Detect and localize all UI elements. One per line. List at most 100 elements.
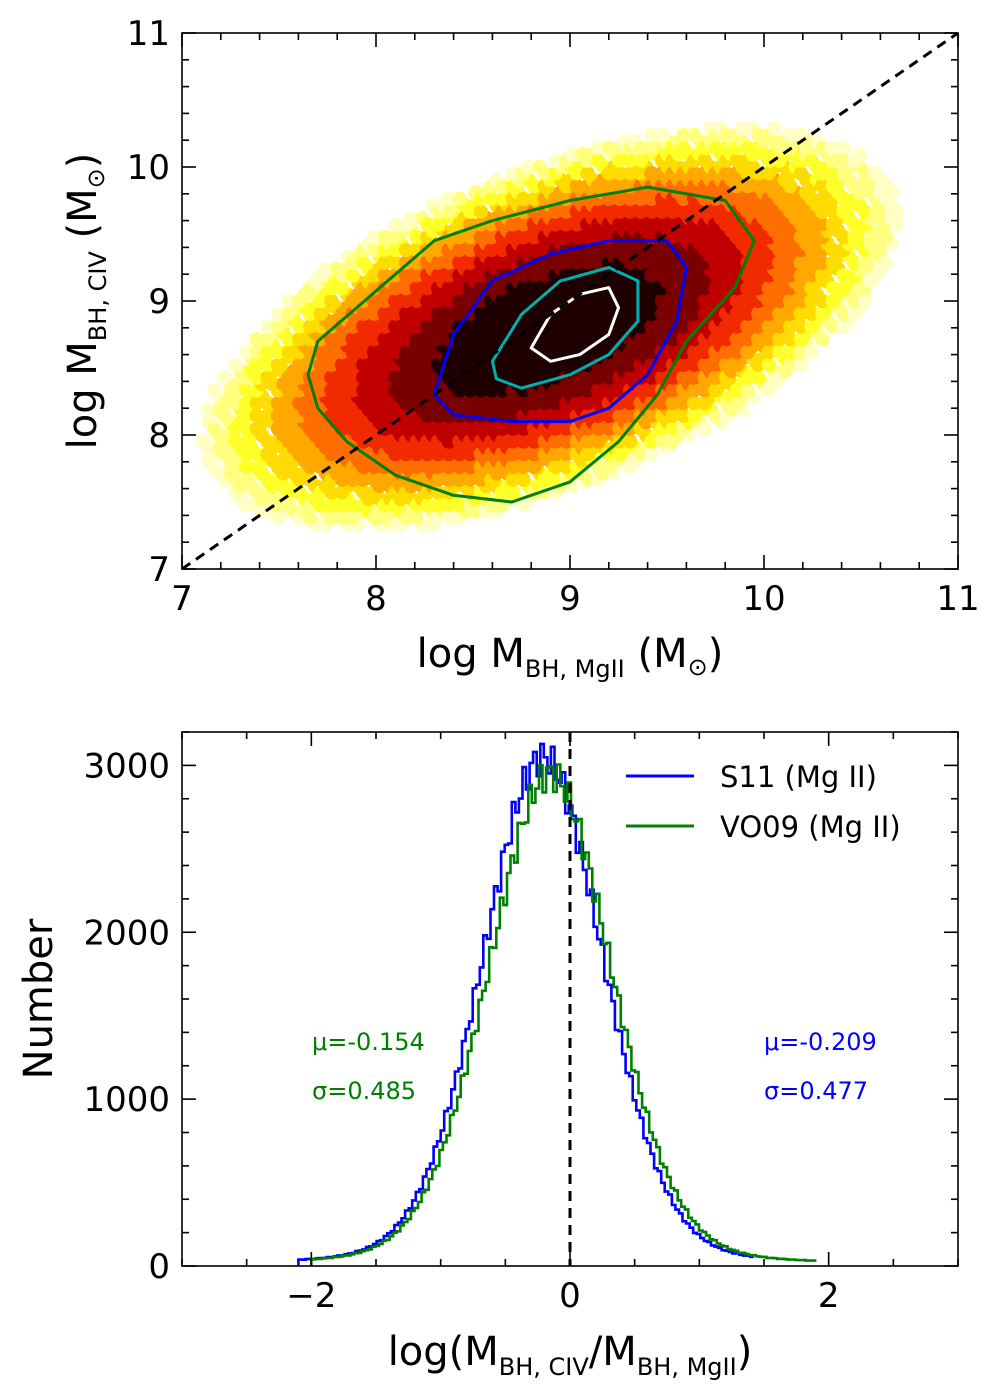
density-hexbin <box>313 498 328 513</box>
density-hexbin <box>281 332 296 347</box>
legend-label-s11: S11 (Mg II) <box>720 760 877 794</box>
density-hexbin <box>409 229 424 245</box>
density-hexbin <box>249 370 264 385</box>
legend-label-vo09: VO09 (Mg II) <box>720 810 901 844</box>
bottom-y-tick-label: 3000 <box>83 746 170 786</box>
density-hexbin <box>751 370 766 385</box>
density-hexbin <box>494 178 510 194</box>
density-hexbin <box>857 166 873 181</box>
bot-xlabel-subscript-2: BH, MgII <box>637 1353 737 1381</box>
top-axis-ticks <box>181 32 959 570</box>
top-y-tick-label: 10 <box>127 148 170 188</box>
top-y-tick-label: 8 <box>148 416 170 456</box>
density-hexbin <box>452 498 467 513</box>
density-hexbin <box>473 204 488 219</box>
density-hexbin <box>836 153 851 168</box>
density-hexbin <box>249 408 264 423</box>
top-ylabel-prefix: log M <box>60 341 106 449</box>
density-hexbin <box>260 434 275 449</box>
top-x-tick-label: 7 <box>171 579 193 619</box>
density-hexbin <box>836 191 851 206</box>
density-hexbin <box>622 434 638 449</box>
density-hexbin <box>196 434 211 449</box>
bot-xlabel-subscript-1: BH, CIV <box>499 1353 590 1381</box>
histogram-s11 <box>297 742 754 1266</box>
bottom-axis-ticks <box>181 731 959 1267</box>
density-hexbin <box>281 293 296 309</box>
top-x-axis-label: log MBH, MgII (M⊙) <box>417 631 724 683</box>
density-hexbin <box>687 127 702 143</box>
density-hexbin <box>793 357 809 372</box>
density-hexbin <box>879 178 894 194</box>
density-hexbin <box>783 127 798 143</box>
density-hexbin <box>740 383 755 398</box>
density-hexbin <box>772 344 787 360</box>
bottom-y-axis-label: Number <box>16 918 62 1079</box>
density-hexbin <box>260 472 275 487</box>
density-hexbin <box>665 421 680 436</box>
bottom-x-axis-label: log(MBH, CIV/MBH, MgII) <box>388 1329 753 1381</box>
density-hexbin <box>441 191 456 206</box>
density-hexbin <box>409 510 424 526</box>
density-hexbin <box>847 178 862 194</box>
density-hexbin <box>564 146 579 162</box>
density-hexbin <box>857 204 873 219</box>
density-hexbin <box>836 140 851 155</box>
top-ylabel-close: ) <box>60 153 106 169</box>
density-hexbin <box>345 498 360 513</box>
density-hexbin <box>521 159 536 175</box>
density-hexbin <box>815 293 830 309</box>
density-hexbin <box>206 421 222 436</box>
top-ylabel-sun-symbol: ⊙ <box>82 168 110 188</box>
top-xlabel-prefix: log M <box>417 631 525 677</box>
density-hexbin <box>836 306 851 321</box>
density-hexbin <box>825 281 841 296</box>
bottom-panel: −2 0 2 0 1000 2000 3000 S11 (Mg II) VO09 (Mg … <box>16 731 959 1381</box>
density-hexbin <box>654 434 670 449</box>
annotation-vo09-sigma: σ=0.485 <box>312 1077 416 1105</box>
density-hexbin <box>281 498 296 513</box>
bottom-x-tick-label: 0 <box>559 1276 581 1316</box>
density-hexbin <box>767 121 782 136</box>
density-hexbin <box>505 485 520 500</box>
top-xlabel-sun-symbol: ⊙ <box>688 653 708 681</box>
density-hexbin <box>868 166 883 181</box>
density-hexbin <box>804 306 819 321</box>
density-contour-2 <box>432 239 688 424</box>
density-hexbin <box>654 127 670 143</box>
density-hexbin <box>238 383 254 398</box>
density-contour-3 <box>490 266 640 390</box>
top-xlabel-suffix: (M <box>625 631 688 677</box>
density-hexbin <box>537 166 552 181</box>
density-hexbin <box>847 217 862 232</box>
density-hexbin <box>398 242 414 258</box>
density-hexbin <box>740 140 755 155</box>
density-hexbin <box>228 357 243 372</box>
density-hexbin <box>249 485 264 500</box>
top-y-tick-label: 11 <box>127 14 170 54</box>
density-hexbin <box>228 472 243 487</box>
bot-xlabel-mid: /M <box>589 1329 637 1375</box>
density-hexbin <box>526 178 542 194</box>
density-hexbin <box>404 210 419 226</box>
top-y-axis-label: log MBH, CIV (M⊙) <box>60 153 112 450</box>
density-hexbin <box>793 166 809 181</box>
density-hexbin <box>857 293 873 309</box>
bottom-x-tick-label: 2 <box>818 1276 840 1316</box>
density-hexbin <box>719 127 734 143</box>
top-x-tick-label: 11 <box>936 579 979 619</box>
density-hexbin <box>484 191 499 206</box>
density-hexbin <box>238 498 254 513</box>
top-x-tick-label: 9 <box>559 579 581 619</box>
density-hexbin <box>206 459 222 475</box>
density-hexbin <box>324 293 339 309</box>
density-hexbin <box>377 229 392 245</box>
density-hexbin <box>719 166 734 181</box>
top-ylabel-suffix: (M <box>60 188 106 251</box>
density-hexbin <box>644 127 659 143</box>
top-x-tick-label: 8 <box>365 579 387 619</box>
density-hexbin <box>751 127 766 143</box>
density-hexbin <box>708 408 723 423</box>
density-hexbin <box>558 459 574 475</box>
density-hexbin <box>697 153 712 168</box>
